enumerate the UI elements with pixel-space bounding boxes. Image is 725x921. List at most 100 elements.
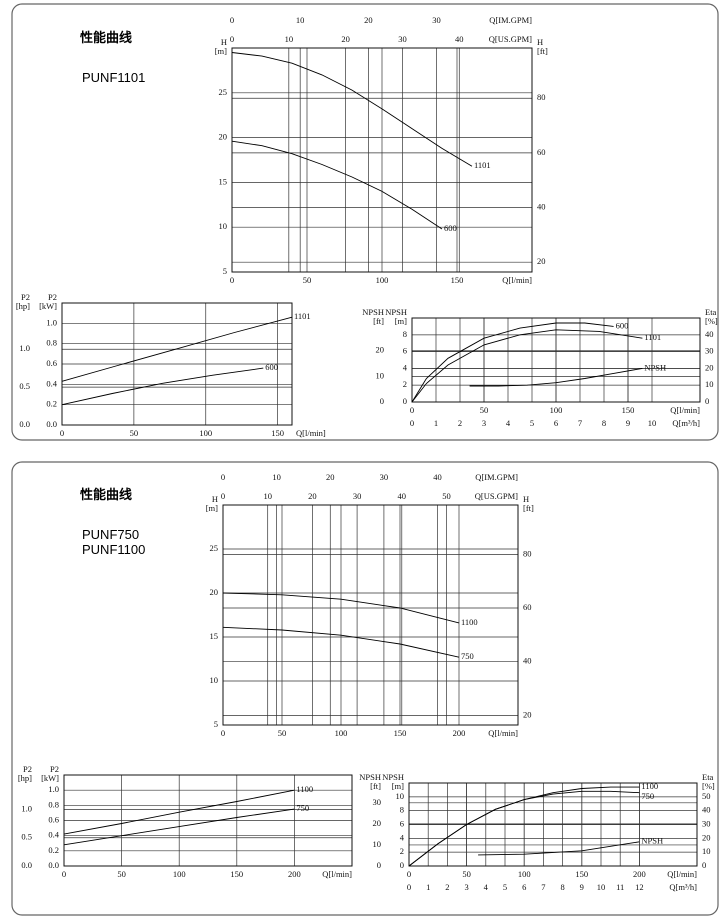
curve	[231, 52, 473, 167]
x-tick-label: 150	[394, 728, 407, 738]
model-name: PUNF1100	[82, 542, 145, 557]
x-tick-label: 12	[635, 882, 644, 892]
curve-label: 600	[444, 223, 457, 233]
x-tick-label: 100	[550, 405, 563, 415]
x-tick-label: 5	[530, 418, 534, 428]
axis-title: Q[l/min]	[322, 869, 352, 879]
curve-label: 600	[616, 320, 629, 330]
x-tick-label: 150	[575, 869, 588, 879]
axis-title: [ft]	[537, 46, 548, 56]
y-tick-label: 20	[376, 345, 385, 355]
x-tick-label: 40	[398, 491, 407, 501]
x-tick-label: 50	[130, 428, 139, 438]
y-tick-label: 10	[396, 791, 405, 801]
x-tick-label: 100	[376, 275, 389, 285]
y-tick-label: 25	[210, 543, 219, 553]
y-tick-label: 20	[705, 362, 714, 372]
y-tick-label: 0	[705, 396, 709, 406]
axis-title: H	[537, 37, 543, 47]
x-tick-label: 10	[296, 15, 305, 25]
x-tick-label: 200	[288, 869, 301, 879]
y-tick-label: 10	[376, 370, 385, 380]
x-tick-label: 1	[426, 882, 430, 892]
axis-title: Q[l/min]	[667, 869, 697, 879]
x-tick-label: 4	[484, 882, 489, 892]
x-tick-label: 10	[272, 472, 281, 482]
axis-title: Q[US.GPM]	[475, 491, 518, 501]
axis-title: P2	[48, 292, 57, 302]
x-tick-label: 150	[622, 405, 635, 415]
x-tick-label: 7	[541, 882, 545, 892]
x-tick-label: 0	[407, 882, 411, 892]
x-tick-label: 50	[480, 405, 489, 415]
axis-title: [m]	[395, 316, 407, 326]
x-tick-label: 100	[335, 728, 348, 738]
axis-title: Q[m³/h]	[669, 882, 697, 892]
y-tick-label: 40	[705, 329, 714, 339]
curve-label: NPSH	[641, 836, 663, 846]
panel-title: 性能曲线	[80, 30, 132, 46]
x-tick-label: 10	[285, 34, 294, 44]
axis-title: H	[212, 494, 218, 504]
curve	[63, 789, 295, 835]
y-tick-label: 20	[219, 132, 228, 142]
x-tick-label: 7	[578, 418, 582, 428]
curve	[478, 841, 640, 856]
curve-label: 1100	[461, 617, 478, 627]
axis-title: [m]	[392, 781, 404, 791]
axis-title: Eta	[702, 772, 714, 782]
y-tick-label: 4	[403, 362, 408, 372]
x-tick-label: 0	[410, 418, 414, 428]
panel-frame	[11, 461, 719, 916]
axis-title: Q[m³/h]	[672, 418, 700, 428]
y-tick-label: 40	[523, 656, 532, 666]
axis-title: [hp]	[16, 301, 30, 311]
plot-frame	[222, 504, 519, 726]
curve-label: 1100	[296, 784, 313, 794]
curve	[63, 808, 295, 846]
model-name: PUNF1101	[82, 70, 145, 85]
axis-title: NPSH	[362, 307, 384, 317]
axis-title: Eta	[705, 307, 717, 317]
axis-title: H	[523, 494, 529, 504]
curve-label: 1101	[294, 311, 311, 321]
y-tick-label: 80	[523, 548, 532, 558]
y-tick-label: 40	[537, 201, 546, 211]
y-tick-label: 30	[705, 346, 714, 356]
axis-title: Q[l/min]	[670, 405, 700, 415]
axis-title: [ft]	[370, 781, 381, 791]
axis-title: H	[221, 37, 227, 47]
y-tick-label: 0.0	[46, 419, 57, 429]
plot-frame	[411, 317, 701, 403]
y-tick-label: 8	[403, 329, 407, 339]
y-tick-label: 30	[702, 818, 711, 828]
y-tick-label: 20	[702, 832, 711, 842]
axis-title: Q[IM.GPM]	[475, 472, 518, 482]
curve	[469, 367, 643, 387]
x-tick-label: 0	[60, 428, 64, 438]
y-tick-label: 20	[523, 709, 532, 719]
x-tick-label: 30	[380, 472, 389, 482]
y-tick-label: 80	[537, 92, 546, 102]
y-tick-label: 10	[210, 675, 219, 685]
x-tick-label: 0	[230, 15, 234, 25]
x-tick-label: 20	[326, 472, 335, 482]
x-tick-label: 50	[303, 275, 312, 285]
x-tick-label: 150	[230, 869, 243, 879]
axis-title: Q[IM.GPM]	[489, 15, 532, 25]
x-tick-label: 0	[221, 728, 225, 738]
curve	[411, 329, 643, 403]
curve-label: NPSH	[644, 362, 666, 372]
y-tick-label: 30	[373, 797, 382, 807]
axis-title: P2	[21, 292, 30, 302]
axis-title: P2	[23, 764, 32, 774]
x-tick-label: 20	[364, 15, 373, 25]
y-tick-label: 10	[702, 846, 711, 856]
x-tick-label: 50	[117, 869, 126, 879]
axis-title: Q[l/min]	[488, 728, 518, 738]
x-tick-label: 6	[522, 882, 526, 892]
axis-title: NPSH	[382, 772, 404, 782]
y-tick-label: 15	[210, 631, 219, 641]
x-tick-label: 5	[503, 882, 507, 892]
y-tick-label: 0.2	[48, 845, 59, 855]
